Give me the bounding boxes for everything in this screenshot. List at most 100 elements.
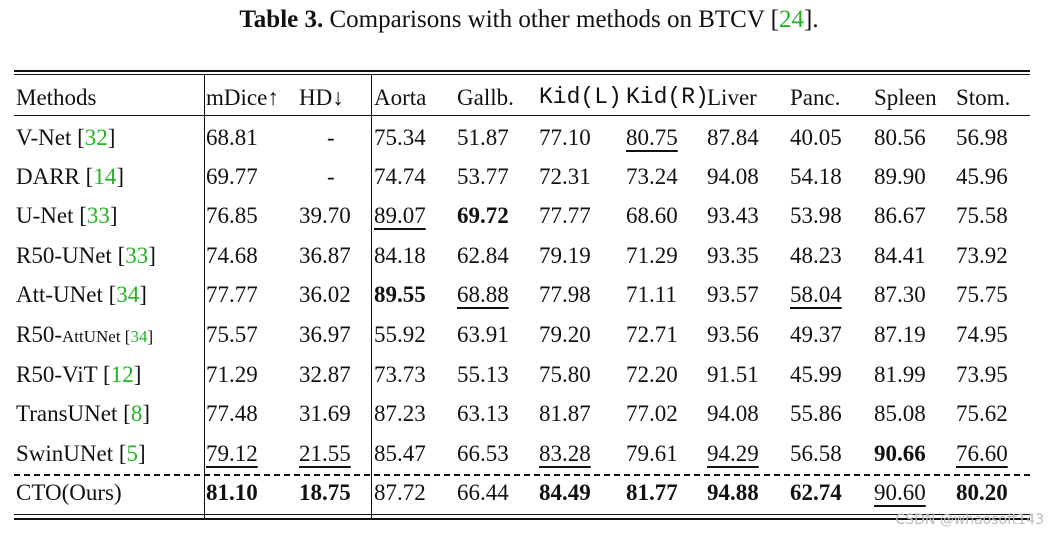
value-cell: 55.86 (790, 401, 842, 426)
header-rule (14, 115, 1030, 116)
value-cell: 75.58 (956, 203, 1008, 228)
value-cell: 69.77 (206, 164, 258, 189)
cite-bracket: ] (139, 282, 147, 307)
value-cell: 76.60 (956, 441, 1008, 466)
header-cell: Spleen (874, 85, 937, 110)
table-row: R50-UNet [33] 74.68 36.87 84.18 62.84 79.19 71… (14, 236, 1030, 275)
citation-link[interactable]: 33 (86, 203, 110, 228)
value-cell: 81.77 (626, 480, 678, 505)
value-cell: 84.41 (874, 243, 926, 268)
value-cell: 72.20 (626, 362, 678, 387)
value-cell: 85.08 (874, 401, 926, 426)
method-cell: DARR [14] (16, 157, 124, 196)
value-cell: 71.29 (206, 362, 258, 387)
table-row: CTO(Ours) 81.10 18.75 87.72 66.44 84.49 81.77 9… (14, 473, 1030, 512)
value-cell: 69.72 (457, 203, 509, 228)
method-name: Att-UNet (16, 282, 109, 307)
value-cell: 81.10 (206, 480, 258, 505)
cite-bracket: [ (117, 243, 126, 268)
value-cell: 55.92 (374, 322, 426, 347)
value-cell: 90.66 (874, 441, 926, 466)
caption-text: Comparisons with other methods on BTCV [ (323, 6, 780, 33)
value-cell: 63.13 (457, 401, 509, 426)
value-cell: 68.88 (457, 282, 509, 307)
header-cell: Liver (707, 85, 757, 110)
method-name: TransUNet (16, 401, 124, 426)
citation-link[interactable]: 34 (130, 327, 148, 346)
value-cell: 72.71 (626, 322, 678, 347)
method-name: R50-ViT (16, 362, 104, 387)
citation-link[interactable]: 33 (125, 243, 149, 268)
value-cell: 89.90 (874, 164, 926, 189)
value-cell: 80.56 (874, 125, 926, 150)
value-cell: 79.12 (206, 441, 258, 466)
cite-bracket: ] (116, 164, 124, 189)
value-cell: 21.55 (299, 441, 351, 466)
value-cell: 79.20 (539, 322, 591, 347)
value-cell: 63.91 (457, 322, 509, 347)
caption-cite: 24 (779, 6, 805, 33)
vline-metrics (371, 74, 372, 518)
value-cell: 94.88 (707, 480, 759, 505)
value-cell: 77.98 (539, 282, 591, 307)
method-cell: R50-AttUNet [34] (16, 315, 153, 354)
value-cell: 62.74 (790, 480, 842, 505)
value-cell: 32.87 (299, 362, 351, 387)
value-cell: 94.08 (707, 401, 759, 426)
citation-link[interactable]: 8 (130, 401, 143, 426)
table-caption: Table 3. Comparisons with other methods … (0, 6, 1058, 34)
cite-bracket: ] (109, 203, 118, 228)
bottom-rule (14, 514, 1030, 515)
value-cell: 40.05 (790, 125, 842, 150)
value-cell: 77.10 (539, 125, 591, 150)
method-cell: TransUNet [8] (16, 394, 150, 433)
value-cell: 75.62 (956, 401, 1008, 426)
value-cell: 62.84 (457, 243, 509, 268)
value-cell: 71.29 (626, 243, 678, 268)
table-row: Att-UNet [34] 77.77 36.02 89.55 68.88 77.98 71… (14, 275, 1030, 314)
value-cell: 73.24 (626, 164, 678, 189)
value-cell: 36.97 (299, 322, 351, 347)
cite-bracket: [ (103, 362, 111, 387)
value-cell: 58.04 (790, 282, 842, 307)
citation-link[interactable]: 32 (84, 125, 108, 150)
cite-bracket: [ (85, 164, 94, 189)
value-cell: 66.44 (457, 480, 509, 505)
header-cell: Kid(L) (539, 84, 622, 110)
method-name-small: AttUNet (62, 327, 125, 346)
citation-link[interactable]: 5 (126, 441, 139, 466)
value-cell: 79.61 (626, 441, 678, 466)
value-cell: 53.77 (457, 164, 509, 189)
caption-end: ]. (804, 6, 819, 33)
vline-methods (204, 74, 205, 518)
value-cell: 87.30 (874, 282, 926, 307)
value-cell: 89.55 (374, 282, 426, 307)
value-cell: - (327, 164, 335, 189)
header-cell: HD↓ (299, 85, 344, 110)
value-cell: 80.75 (626, 125, 678, 150)
cite-bracket: [ (118, 441, 127, 466)
value-cell: 80.20 (956, 480, 1008, 505)
method-cell: V-Net [32] (16, 118, 115, 157)
cite-bracket: ] (107, 125, 116, 150)
value-cell: 79.19 (539, 243, 591, 268)
dashed-rule (14, 474, 1030, 476)
citation-link[interactable]: 34 (116, 282, 140, 307)
citation-link[interactable]: 12 (110, 362, 134, 387)
value-cell: 73.73 (374, 362, 426, 387)
value-cell: 87.19 (874, 322, 926, 347)
citation-link[interactable]: 14 (93, 164, 117, 189)
value-cell: 81.87 (539, 401, 591, 426)
value-cell: 74.95 (956, 322, 1008, 347)
value-cell: 77.02 (626, 401, 678, 426)
cite-bracket: ] (142, 401, 150, 426)
value-cell: 93.56 (707, 322, 759, 347)
cite-bracket: ] (138, 441, 146, 466)
header-cell: Aorta (374, 85, 427, 110)
cite-bracket: [ (77, 125, 85, 150)
value-cell: 87.23 (374, 401, 426, 426)
value-cell: 73.92 (956, 243, 1008, 268)
value-cell: 81.99 (874, 362, 926, 387)
value-cell: 84.18 (374, 243, 426, 268)
method-cell: CTO(Ours) (16, 473, 122, 512)
